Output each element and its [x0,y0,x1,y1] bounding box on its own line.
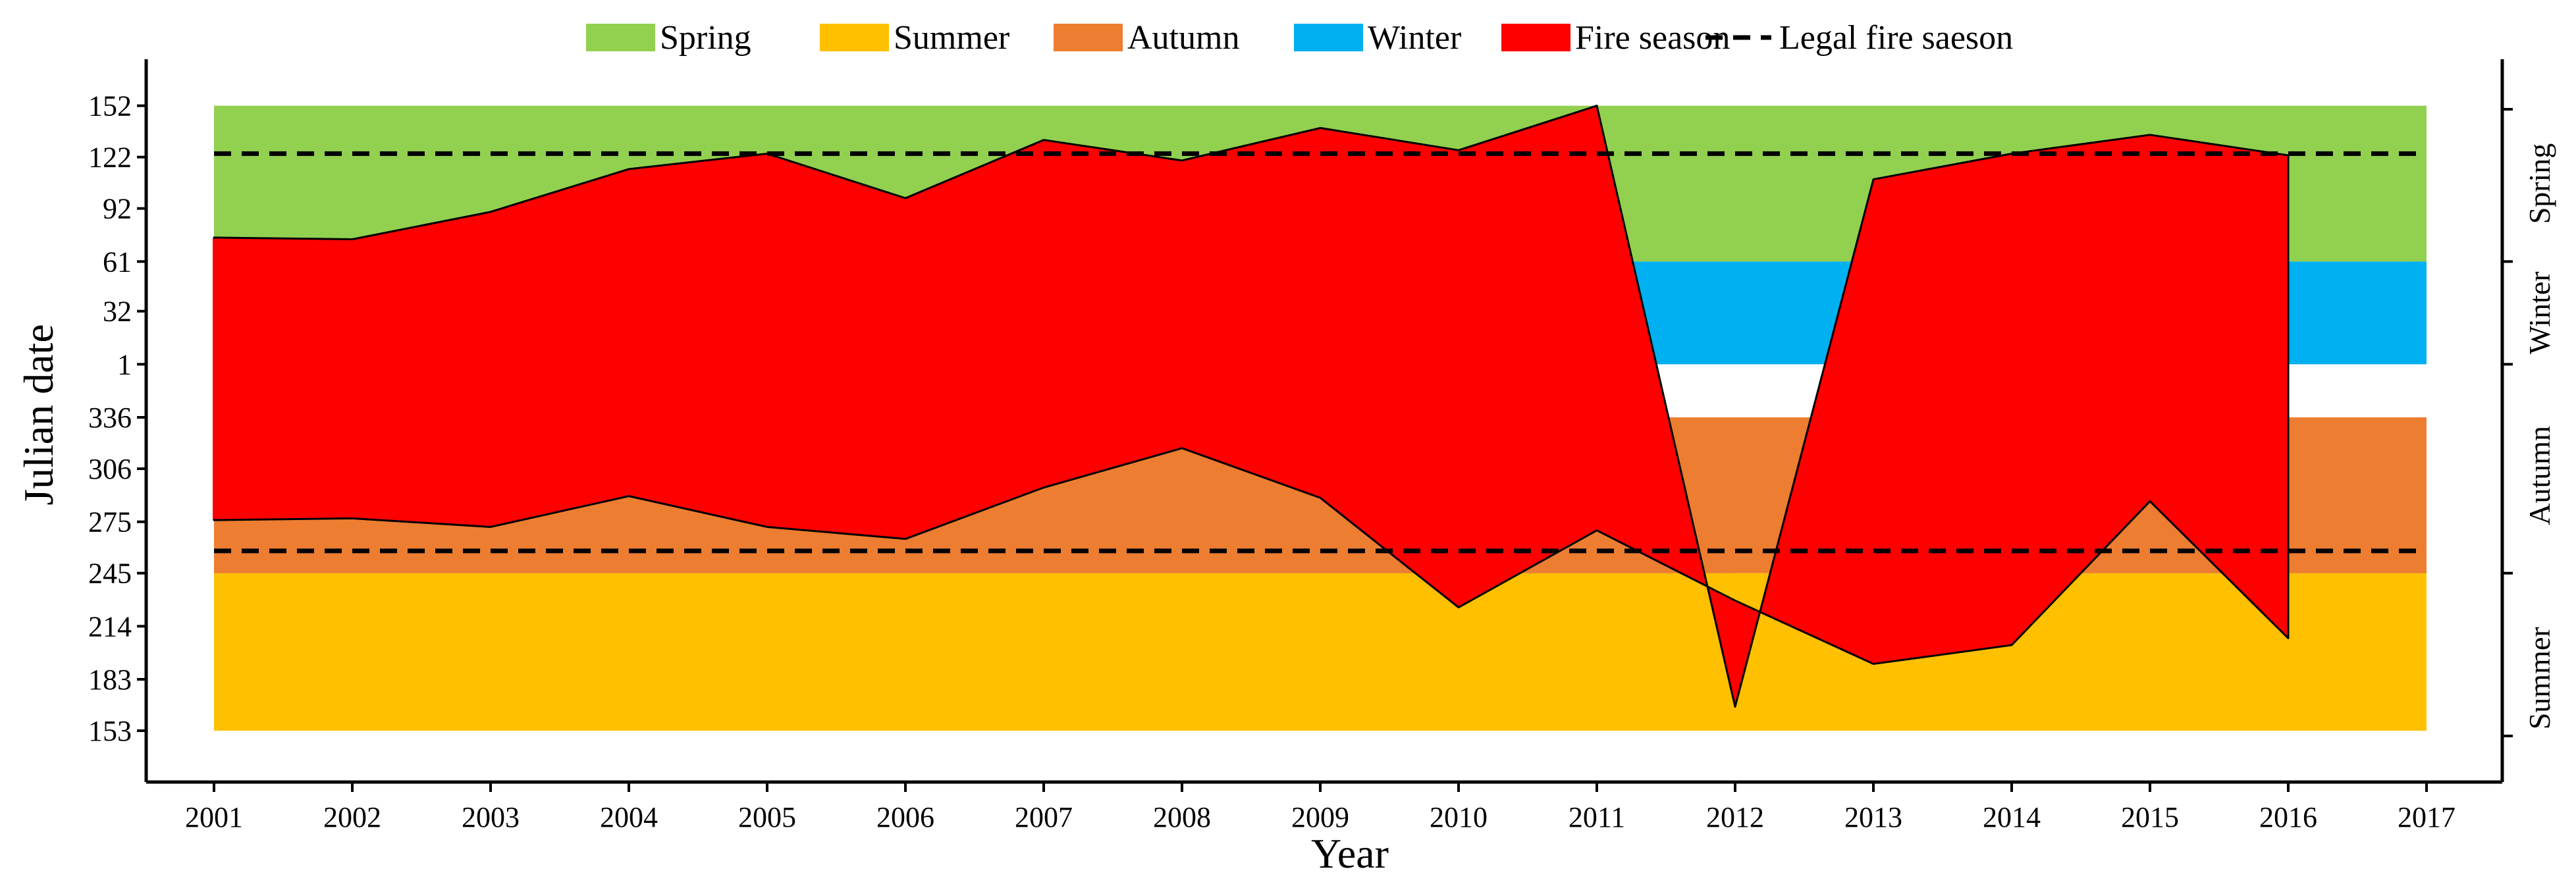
fire-season-area [213,105,2290,708]
x-tick-label: 2005 [738,801,796,833]
x-tick-label: 2012 [1706,801,1764,833]
x-tick-label: 2008 [1153,801,1211,833]
legend-swatch-fire-season [1501,24,1570,51]
x-tick-label: 2003 [462,801,520,833]
x-tick-label: 2011 [1569,801,1625,833]
y-tick-label: 306 [88,453,132,485]
x-tick-label: 2009 [1291,801,1349,833]
x-tick-label: 2010 [1430,801,1488,833]
legend-label: Summer [894,19,1009,57]
legal-fire-season-lines [214,151,2427,554]
y-axis-title: Julian date [15,324,62,505]
y-tick-label: 92 [103,193,132,225]
legend-swatch-autumn [1054,24,1123,51]
legend-label: Autumn [1127,19,1239,57]
x-tick-label: 2013 [1844,801,1902,833]
legend-label: Fire season [1575,19,1730,57]
season-label-autumn: Autumn [2523,426,2556,525]
y-tick-label: 275 [88,506,132,538]
legend-label: Spring [660,19,751,57]
band-summer [214,573,2427,731]
autumn-area [214,417,2427,573]
x-axis-title: Year [1311,830,1389,877]
legend: Spring Summer Autumn Winter Fire season Legal… [586,19,2013,57]
y-tick-label: 152 [88,90,132,122]
y-tick-label: 122 [88,142,132,174]
x-tick-label: 2015 [2121,801,2179,833]
season-label-spring: Spring [2523,144,2556,224]
season-label-winter: Winter [2523,271,2556,354]
x-tick-label: 2007 [1015,801,1073,833]
season-label-summer: Summer [2523,627,2556,729]
y-tick-label: 61 [103,246,132,278]
y-tick-label: 1 [117,348,132,380]
legend-swatch-spring [586,24,655,51]
y-tick-label: 336 [88,402,132,434]
autumn-polygon [214,417,2427,573]
x-tick-label: 2017 [2398,801,2455,833]
legend-label: Winter [1368,19,1461,57]
legend-swatch-winter [1294,24,1363,51]
legend-label: Legal fire saeson [1779,19,2013,57]
fire-season-polygon [213,105,2290,708]
y-tick-label: 153 [88,715,132,747]
y-tick-label: 183 [88,664,132,696]
x-tick-label: 2004 [600,801,658,833]
x-tick-label: 2014 [1983,801,2041,833]
right-axis-ticks: Spring Winter Autumn Summer [2502,108,2556,737]
x-tick-label: 2016 [2259,801,2317,833]
y-tick-label: 245 [88,558,132,590]
y-axis-ticks: 152 122 92 61 32 1 336 306 275 245 214 183 153 [88,90,146,747]
legend-swatch-summer [820,24,889,51]
x-tick-label: 2006 [876,801,934,833]
x-tick-label: 2001 [185,801,243,833]
y-tick-label: 32 [103,296,132,328]
y-tick-label: 214 [88,610,132,642]
x-tick-label: 2002 [323,801,381,833]
x-axis-ticks: 2001 2002 2003 2004 2005 2006 2007 2008 2009 2010… [185,782,2455,833]
